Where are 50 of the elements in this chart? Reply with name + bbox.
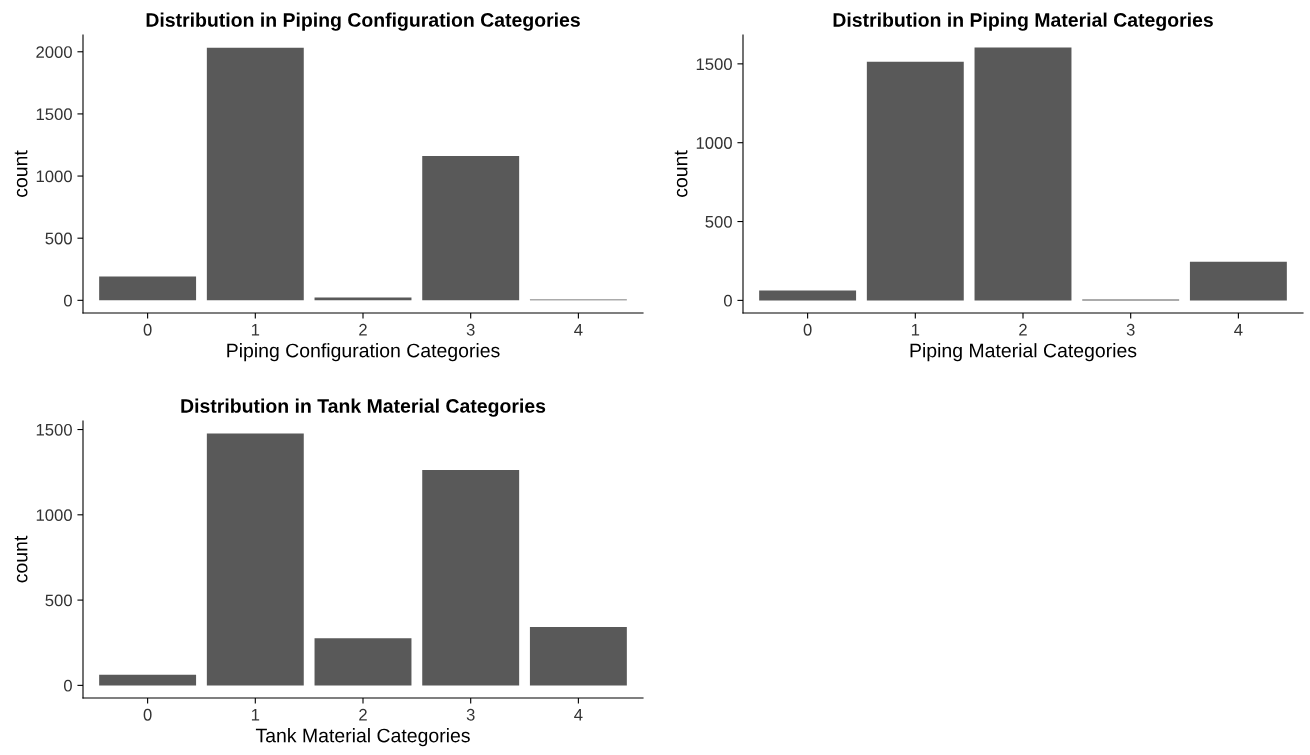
y-tick-label: 0 xyxy=(63,294,72,307)
x-tick-label: 1 xyxy=(251,709,260,721)
chart-title: Distribution in Tank Material Categories xyxy=(181,398,546,417)
y-tick-label: 1500 xyxy=(36,108,72,121)
bar xyxy=(422,470,520,686)
x-tick-label: 0 xyxy=(143,323,152,336)
chart-title: Distribution in Piping Material Categories xyxy=(833,12,1213,31)
x-tick-label: 0 xyxy=(143,708,152,721)
bar xyxy=(206,433,304,686)
x-tick-label: 2 xyxy=(359,708,367,721)
y-tick-label: 1000 xyxy=(36,509,72,522)
y-axis-title: count xyxy=(674,150,688,197)
bar xyxy=(759,290,857,301)
bar xyxy=(529,627,627,686)
bar xyxy=(206,47,304,301)
y-tick-label: 500 xyxy=(45,594,72,607)
x-tick-label: 3 xyxy=(466,708,475,721)
bar xyxy=(99,276,197,301)
x-tick-label: 4 xyxy=(574,709,583,721)
bar xyxy=(314,638,412,686)
x-axis-title: Piping Material Categories xyxy=(910,343,1137,362)
bar xyxy=(974,47,1072,301)
y-axis-title: count xyxy=(14,535,28,583)
chart-title: Distribution in Piping Configuration Categories xyxy=(146,12,580,31)
y-tick-label: 0 xyxy=(723,294,732,307)
y-tick-label: 2000 xyxy=(36,46,72,58)
bar xyxy=(314,297,412,301)
x-tick-label: 4 xyxy=(1234,324,1243,336)
x-axis-title: Tank Material Categories xyxy=(255,728,470,747)
x-tick-label: 3 xyxy=(1126,323,1135,336)
bar xyxy=(422,155,520,301)
bar xyxy=(99,674,197,686)
y-tick-label: 500 xyxy=(705,215,732,228)
y-tick-label: 500 xyxy=(45,232,72,245)
bar xyxy=(1189,261,1287,301)
bar xyxy=(866,61,964,301)
y-tick-label: 0 xyxy=(63,679,72,692)
y-tick-label: 1000 xyxy=(36,170,72,183)
y-tick-label: 1500 xyxy=(696,58,732,71)
x-tick-label: 2 xyxy=(359,323,367,336)
y-axis-title: count xyxy=(14,150,28,197)
x-tick-label: 1 xyxy=(911,324,920,336)
y-tick-label: 1000 xyxy=(696,137,732,149)
x-tick-label: 0 xyxy=(803,323,812,336)
x-tick-label: 2 xyxy=(1019,323,1027,336)
x-tick-label: 3 xyxy=(466,323,475,336)
x-tick-label: 1 xyxy=(251,324,260,336)
x-tick-label: 4 xyxy=(574,324,583,336)
y-tick-label: 1500 xyxy=(36,423,72,436)
x-axis-title: Piping Configuration Categories xyxy=(227,343,500,362)
